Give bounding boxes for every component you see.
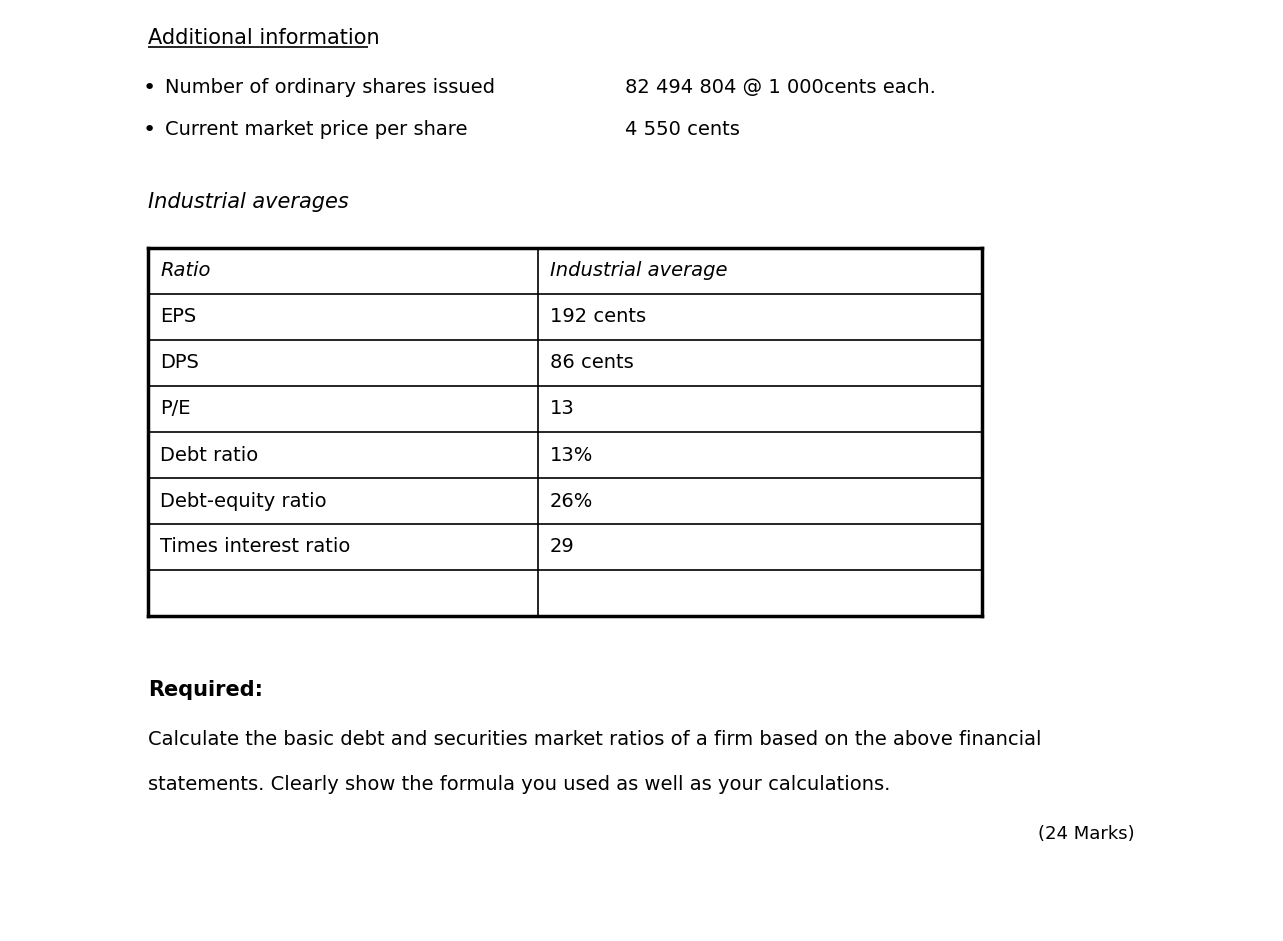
Text: Required:: Required: [148,680,263,700]
Text: EPS: EPS [160,308,196,327]
Text: 29: 29 [550,537,575,556]
Text: •: • [142,120,157,140]
Text: 13: 13 [550,400,575,419]
Text: Additional information: Additional information [148,28,380,48]
Text: Industrial averages: Industrial averages [148,192,349,212]
Text: 26%: 26% [550,491,593,511]
Text: Industrial average: Industrial average [550,262,727,280]
Text: Ratio: Ratio [160,262,210,280]
Text: (24 Marks): (24 Marks) [1038,825,1135,843]
Text: •: • [142,78,157,98]
Text: 13%: 13% [550,445,593,465]
Text: P/E: P/E [160,400,190,419]
Text: statements. Clearly show the formula you used as well as your calculations.: statements. Clearly show the formula you… [148,775,890,794]
Text: 192 cents: 192 cents [550,308,647,327]
Text: Debt ratio: Debt ratio [160,445,258,465]
Text: Debt-equity ratio: Debt-equity ratio [160,491,327,511]
Text: Current market price per share: Current market price per share [166,120,467,139]
Text: Times interest ratio: Times interest ratio [160,537,350,556]
Text: Calculate the basic debt and securities market ratios of a firm based on the abo: Calculate the basic debt and securities … [148,730,1042,749]
Text: 82 494 804 @ 1 000cents each.: 82 494 804 @ 1 000cents each. [625,78,935,97]
Text: 4 550 cents: 4 550 cents [625,120,740,139]
Text: 86 cents: 86 cents [550,354,634,373]
Text: DPS: DPS [160,354,199,373]
Text: Number of ordinary shares issued: Number of ordinary shares issued [166,78,495,97]
